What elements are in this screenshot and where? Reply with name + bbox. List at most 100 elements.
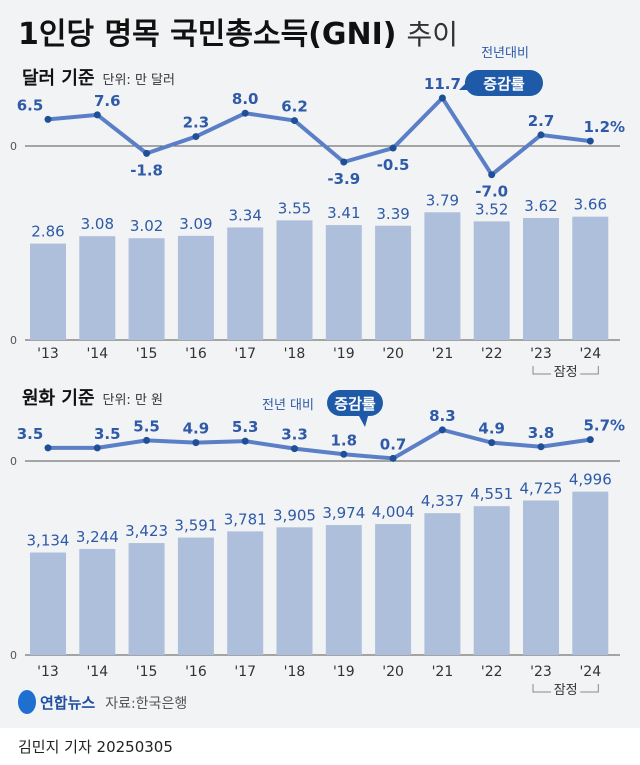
usd-gni-data-label: 3.52 <box>475 200 508 218</box>
krw-gni-data-label: 4,337 <box>421 492 464 510</box>
krw-growth-data-label: 3.5 <box>94 425 121 443</box>
krw-growth-data-label: 8.3 <box>429 407 456 425</box>
usd-gni-provisional-label: 잠정 <box>554 365 578 380</box>
usd-growth-data-label: 2.7 <box>528 112 555 130</box>
usd-gni-data-label: 3.79 <box>426 191 459 209</box>
usd-unit: 단위: 만 달러 <box>103 73 175 88</box>
krw-note: 전년 대비 <box>262 398 314 413</box>
krw-badge: 증감률 <box>334 395 376 413</box>
usd-growth-point <box>192 133 200 141</box>
krw-gni-data-label: 4,551 <box>470 485 513 503</box>
krw-growth-point <box>291 445 298 453</box>
usd-gni-data-label: 3.55 <box>278 199 311 217</box>
krw-growth-point <box>241 437 249 445</box>
usd-gni-data-label: 3.02 <box>130 217 163 235</box>
krw-gni-tick-label: '24 <box>579 664 601 680</box>
usd-growth-data-label: -1.8 <box>130 161 163 179</box>
usd-gni-tick-label: '21 <box>432 346 454 362</box>
usd-gni-bar <box>177 235 214 340</box>
usd-gni-bar <box>276 220 313 340</box>
krw-gni-bar <box>227 531 264 655</box>
krw-gni-data-label: 3,591 <box>174 517 217 535</box>
usd-gni-tick-label: '19 <box>333 346 355 362</box>
usd-growth-point <box>143 149 151 157</box>
usd-badge: 증감률 <box>483 75 525 93</box>
krw-growth-data-label: 3.3 <box>281 426 308 444</box>
krw-gni-zero-label: 0 <box>10 649 17 662</box>
krw-growth-data-label: 4.9 <box>183 420 210 438</box>
krw-gni-tick-label: '22 <box>481 664 503 680</box>
krw-gni-bar <box>375 524 412 655</box>
title-line: 1인당 명목 국민총소득(GNI) 추이 <box>18 17 458 52</box>
usd-growth-point <box>438 94 446 102</box>
krw-gni-bar <box>424 513 461 655</box>
usd-gni-bar <box>227 227 264 340</box>
usd-gni-zero-label: 0 <box>10 334 17 347</box>
usd-growth-point <box>537 131 545 139</box>
krw-growth-point <box>537 443 545 451</box>
krw-gni-data-label: 3,423 <box>125 522 168 540</box>
krw-gni-tick-label: '18 <box>284 664 306 680</box>
krw-growth-point <box>586 436 594 444</box>
usd-gni-tick-label: '22 <box>481 346 503 362</box>
usd-growth-point <box>291 117 298 125</box>
krw-unit: 단위: 만 원 <box>103 393 164 408</box>
krw-gni-tick-label: '19 <box>333 664 355 680</box>
krw-growth-data-label: 3.8 <box>528 424 555 442</box>
krw-gni-data-label: 4,996 <box>569 471 612 489</box>
usd-heading: 달러 기준 단위: 만 달러 <box>22 68 175 89</box>
krw-gni-tick-label: '17 <box>234 664 256 680</box>
usd-gni-tick-label: '17 <box>234 346 256 362</box>
krw-growth-data-label: 0.7 <box>380 435 407 453</box>
usd-gni-bar <box>523 218 559 340</box>
usd-gni-tick-label: '23 <box>530 346 552 362</box>
title: 1인당 명목 국민총소득(GNI) <box>18 17 396 52</box>
krw-gni-bar <box>128 543 165 655</box>
usd-gni-bar <box>375 225 412 340</box>
usd-growth-point <box>93 111 101 119</box>
usd-growth-data-label: 6.5 <box>17 96 44 114</box>
usd-gni-data-label: 3.66 <box>574 196 607 214</box>
krw-growth-point <box>389 454 397 462</box>
usd-growth-point <box>44 115 52 123</box>
usd-gni-data-label: 3.62 <box>524 197 557 215</box>
krw-gni-bar <box>473 506 510 655</box>
usd-growth-data-label: 11.7 <box>424 75 461 93</box>
krw-gni-tick-label: '16 <box>185 664 207 680</box>
usd-growth-point <box>340 158 348 166</box>
usd-gni-bar <box>424 212 461 340</box>
krw-gni-tick-label: '20 <box>382 664 404 680</box>
krw-growth-point <box>340 450 348 458</box>
krw-gni-tick-label: '13 <box>37 664 59 680</box>
usd-growth-data-label: 7.6 <box>94 92 121 110</box>
krw-growth-zero-label: 0 <box>10 455 17 468</box>
logo <box>18 690 36 714</box>
usd-gni-bar <box>128 238 165 340</box>
usd-growth-data-label: 6.2 <box>281 98 308 116</box>
krw-gni-tick-label: '23 <box>530 664 552 680</box>
krw-growth-point <box>143 436 151 444</box>
usd-growth-data-label: -0.5 <box>377 156 410 174</box>
usd-gni-bar <box>572 216 609 340</box>
usd-growth-data-label: 2.3 <box>183 114 210 132</box>
krw-growth-point <box>93 444 101 452</box>
usd-gni-tick-label: '14 <box>86 346 108 362</box>
krw-gni-tick-label: '15 <box>136 664 158 680</box>
krw-heading: 원화 기준 단위: 만 원 <box>22 388 163 409</box>
usd-gni-tick-label: '18 <box>284 346 306 362</box>
usd-growth-point <box>241 109 249 117</box>
krw-growth-data-label: 1.8 <box>331 431 358 449</box>
usd-gni-bar <box>325 225 362 340</box>
usd-gni-tick-label: '24 <box>579 346 601 362</box>
usd-gni-data-label: 2.86 <box>31 223 64 241</box>
usd-growth-data-label: -3.9 <box>327 170 360 188</box>
krw-gni-bar <box>276 527 313 655</box>
krw-growth-line <box>48 427 591 461</box>
krw-section-title: 원화 기준 <box>22 388 95 409</box>
usd-gni-data-label: 3.09 <box>179 215 212 233</box>
krw-gni-bar <box>30 552 66 655</box>
usd-gni-data-label: 3.08 <box>81 215 114 233</box>
byline: 김민지 기자 20250305 <box>18 738 173 756</box>
krw-badge-bubble <box>327 390 383 427</box>
